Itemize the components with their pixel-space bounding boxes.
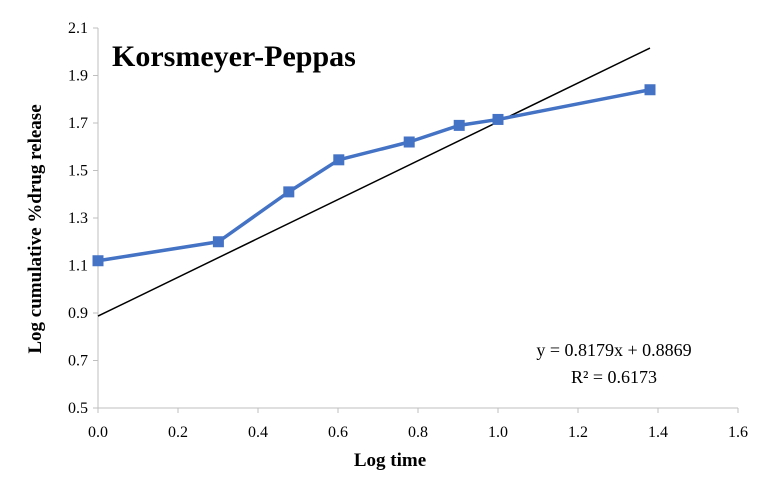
x-tick-label: 0.6 — [328, 424, 348, 441]
data-point-marker — [403, 136, 415, 148]
data-point-marker — [644, 84, 656, 96]
y-tick-label: 1.3 — [68, 210, 88, 227]
data-point-marker — [92, 255, 104, 267]
x-tick-label: 1.6 — [728, 424, 748, 441]
x-tick-label: 1.2 — [568, 424, 588, 441]
trendline-group — [97, 47, 651, 317]
x-tick-label: 1.4 — [648, 424, 668, 441]
y-tick-label: 0.5 — [68, 400, 88, 417]
data-point-marker — [453, 119, 465, 131]
x-tick-label: 0.2 — [168, 424, 188, 441]
chart-title: Korsmeyer-Peppas — [112, 40, 356, 73]
data-point-marker — [333, 154, 345, 166]
data-point-marker — [492, 113, 504, 125]
trendline-equation: y = 0.8179x + 0.8869 — [536, 340, 691, 360]
x-axis-title: Log time — [354, 450, 426, 471]
y-axis-title: Log cumulative %drug release — [25, 104, 46, 353]
y-tick-label: 1.9 — [68, 68, 88, 85]
y-tick-label: 2.1 — [68, 20, 88, 37]
y-tick-label: 0.7 — [68, 353, 88, 370]
series-line — [97, 88, 651, 263]
data-point-marker — [283, 186, 295, 198]
x-tick-label: 1.0 — [488, 424, 508, 441]
trendline — [97, 47, 651, 317]
y-tick-label: 0.9 — [68, 305, 88, 322]
axes: 0.5 0.7 0.9 1.1 1.3 1.5 1.7 1.9 2.1 0.0 0.2 0.4 0.6 0… — [68, 20, 748, 441]
series-group — [92, 84, 656, 267]
y-tick-label: 1.7 — [68, 115, 88, 132]
y-tick-label: 1.1 — [68, 258, 88, 275]
x-tick-label: 0.8 — [408, 424, 428, 441]
data-point-marker — [212, 236, 224, 248]
x-tick-label: 0.0 — [88, 424, 108, 441]
y-tick-label: 1.5 — [68, 163, 88, 180]
x-tick-label: 0.4 — [248, 424, 268, 441]
trendline-r-squared: R² = 0.6173 — [571, 367, 657, 387]
